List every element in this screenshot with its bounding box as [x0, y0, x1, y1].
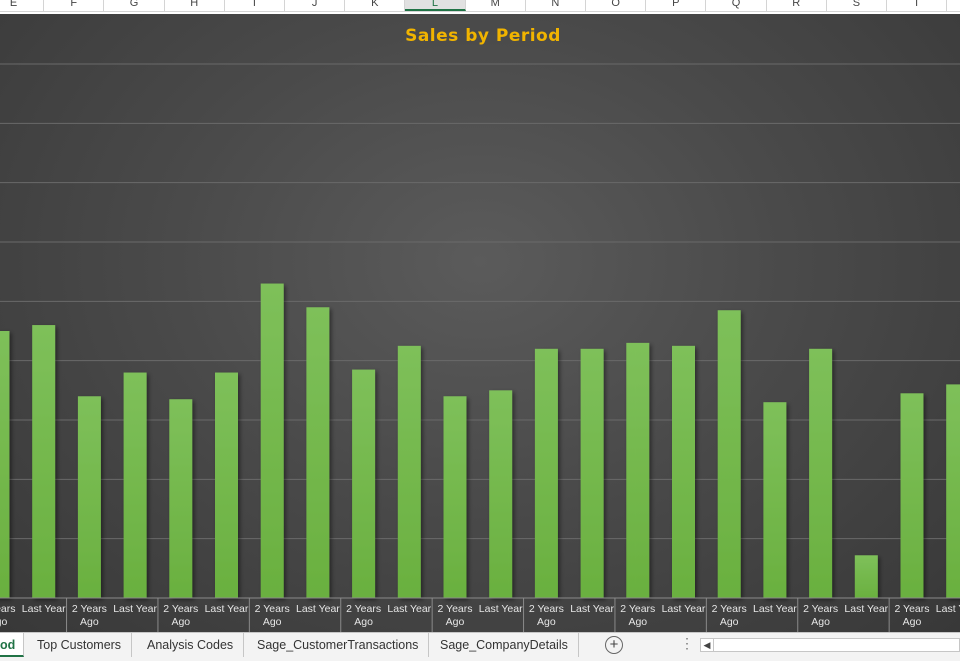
- column-header-r[interactable]: R: [767, 0, 827, 11]
- bar[interactable]: [763, 402, 787, 598]
- scroll-left-icon[interactable]: ◀: [701, 639, 714, 651]
- more-tabs-icon[interactable]: ⋮: [680, 635, 694, 651]
- column-header-l[interactable]: L: [405, 0, 466, 11]
- column-header-j[interactable]: J: [285, 0, 346, 11]
- tab-sage-customer-transactions[interactable]: Sage_CustomerTransactions: [247, 633, 430, 657]
- sheet-tab-bar: od Top Customers Analysis Codes Sage_Cus…: [0, 632, 960, 661]
- bar[interactable]: [32, 325, 56, 598]
- bar[interactable]: [580, 348, 604, 598]
- x-tick-label: Last Year: [387, 603, 431, 615]
- bar[interactable]: [0, 331, 10, 598]
- x-tick-label: Last Year: [113, 603, 157, 615]
- column-header-h[interactable]: H: [165, 0, 225, 11]
- bar[interactable]: [809, 348, 833, 598]
- x-tick-label: Last Year: [844, 603, 888, 615]
- column-header-t[interactable]: T: [887, 0, 948, 11]
- column-header-p[interactable]: P: [646, 0, 707, 11]
- tab-active-sheet[interactable]: od: [0, 633, 25, 657]
- tab-analysis-codes[interactable]: Analysis Codes: [137, 633, 245, 657]
- column-header-o[interactable]: O: [586, 0, 647, 11]
- x-tick-label: Last Year: [570, 603, 614, 615]
- bar[interactable]: [534, 348, 558, 598]
- x-tick-label: Last Year: [936, 603, 960, 615]
- x-tick-label: Last Year: [662, 603, 706, 615]
- bar[interactable]: [443, 396, 467, 598]
- horizontal-scrollbar[interactable]: ◀: [700, 638, 960, 652]
- bar[interactable]: [946, 384, 960, 598]
- column-header-f[interactable]: F: [44, 0, 105, 11]
- bar[interactable]: [489, 390, 513, 598]
- bar[interactable]: [215, 372, 238, 598]
- column-header-n[interactable]: N: [526, 0, 586, 11]
- column-header-g[interactable]: G: [104, 0, 165, 11]
- bar[interactable]: [397, 345, 421, 598]
- column-header-q[interactable]: Q: [706, 0, 767, 11]
- column-header-e[interactable]: E: [0, 0, 45, 11]
- x-tick-label: Last Year: [22, 603, 66, 615]
- tab-top-customers[interactable]: Top Customers: [27, 633, 133, 657]
- bar[interactable]: [306, 307, 330, 598]
- bar[interactable]: [169, 399, 193, 598]
- add-sheet-button[interactable]: +: [605, 636, 623, 654]
- bar[interactable]: [854, 555, 878, 598]
- bar[interactable]: [260, 283, 284, 598]
- column-header-i[interactable]: I: [225, 0, 285, 11]
- bar[interactable]: [352, 369, 376, 598]
- bar[interactable]: [672, 345, 695, 598]
- tab-sage-company-details[interactable]: Sage_CompanyDetails: [430, 633, 579, 657]
- chart-title: Sales by Period: [405, 26, 561, 46]
- x-tick-label: Last Year: [205, 603, 249, 615]
- bar[interactable]: [717, 310, 741, 598]
- bar[interactable]: [626, 342, 650, 598]
- bar[interactable]: [123, 372, 147, 598]
- column-header-m[interactable]: M: [466, 0, 526, 11]
- bar[interactable]: [77, 396, 101, 598]
- x-tick-label: Last Year: [479, 603, 523, 615]
- column-header-k[interactable]: K: [345, 0, 406, 11]
- bar[interactable]: [900, 393, 924, 598]
- x-tick-label: Last Year: [296, 603, 340, 615]
- column-header-s[interactable]: S: [827, 0, 887, 11]
- x-tick-label: Last Year: [753, 603, 797, 615]
